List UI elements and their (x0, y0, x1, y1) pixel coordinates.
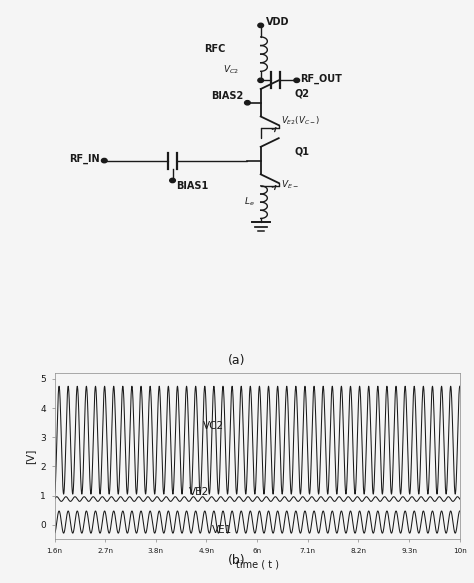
Text: VC2: VC2 (202, 420, 224, 430)
Text: $V_{E-}$: $V_{E-}$ (281, 178, 299, 191)
Text: Q1: Q1 (295, 146, 310, 157)
Text: $V_{E2}(V_{C-})$: $V_{E2}(V_{C-})$ (281, 114, 320, 127)
Text: VE1: VE1 (211, 525, 232, 535)
Circle shape (258, 78, 264, 83)
Text: RF_IN: RF_IN (69, 154, 100, 164)
Text: RF_OUT: RF_OUT (301, 74, 342, 84)
Circle shape (170, 178, 175, 182)
Text: RFC: RFC (204, 44, 225, 54)
Text: $V_{C2}$: $V_{C2}$ (223, 64, 239, 76)
Circle shape (245, 101, 250, 105)
Text: BIAS1: BIAS1 (176, 181, 209, 191)
Circle shape (101, 159, 107, 163)
Text: Q2: Q2 (295, 89, 310, 99)
Text: (b): (b) (228, 554, 246, 567)
Y-axis label: [V]: [V] (25, 448, 35, 464)
X-axis label: time ( t ): time ( t ) (236, 559, 279, 569)
Text: (a): (a) (228, 354, 246, 367)
Circle shape (258, 23, 264, 27)
Circle shape (294, 78, 300, 83)
Text: VE2: VE2 (189, 487, 209, 497)
Text: VDD: VDD (266, 17, 290, 27)
Text: $L_e$: $L_e$ (245, 196, 255, 208)
Text: BIAS2: BIAS2 (211, 92, 244, 101)
